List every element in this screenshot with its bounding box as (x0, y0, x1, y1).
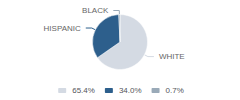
svg-text:65.4%: 65.4% (72, 86, 95, 95)
svg-text:0.7%: 0.7% (166, 86, 184, 95)
svg-text:34.0%: 34.0% (119, 86, 142, 95)
svg-text:HISPANIC: HISPANIC (44, 24, 81, 33)
svg-text:BLACK: BLACK (82, 6, 109, 15)
svg-text:WHITE: WHITE (159, 52, 185, 61)
